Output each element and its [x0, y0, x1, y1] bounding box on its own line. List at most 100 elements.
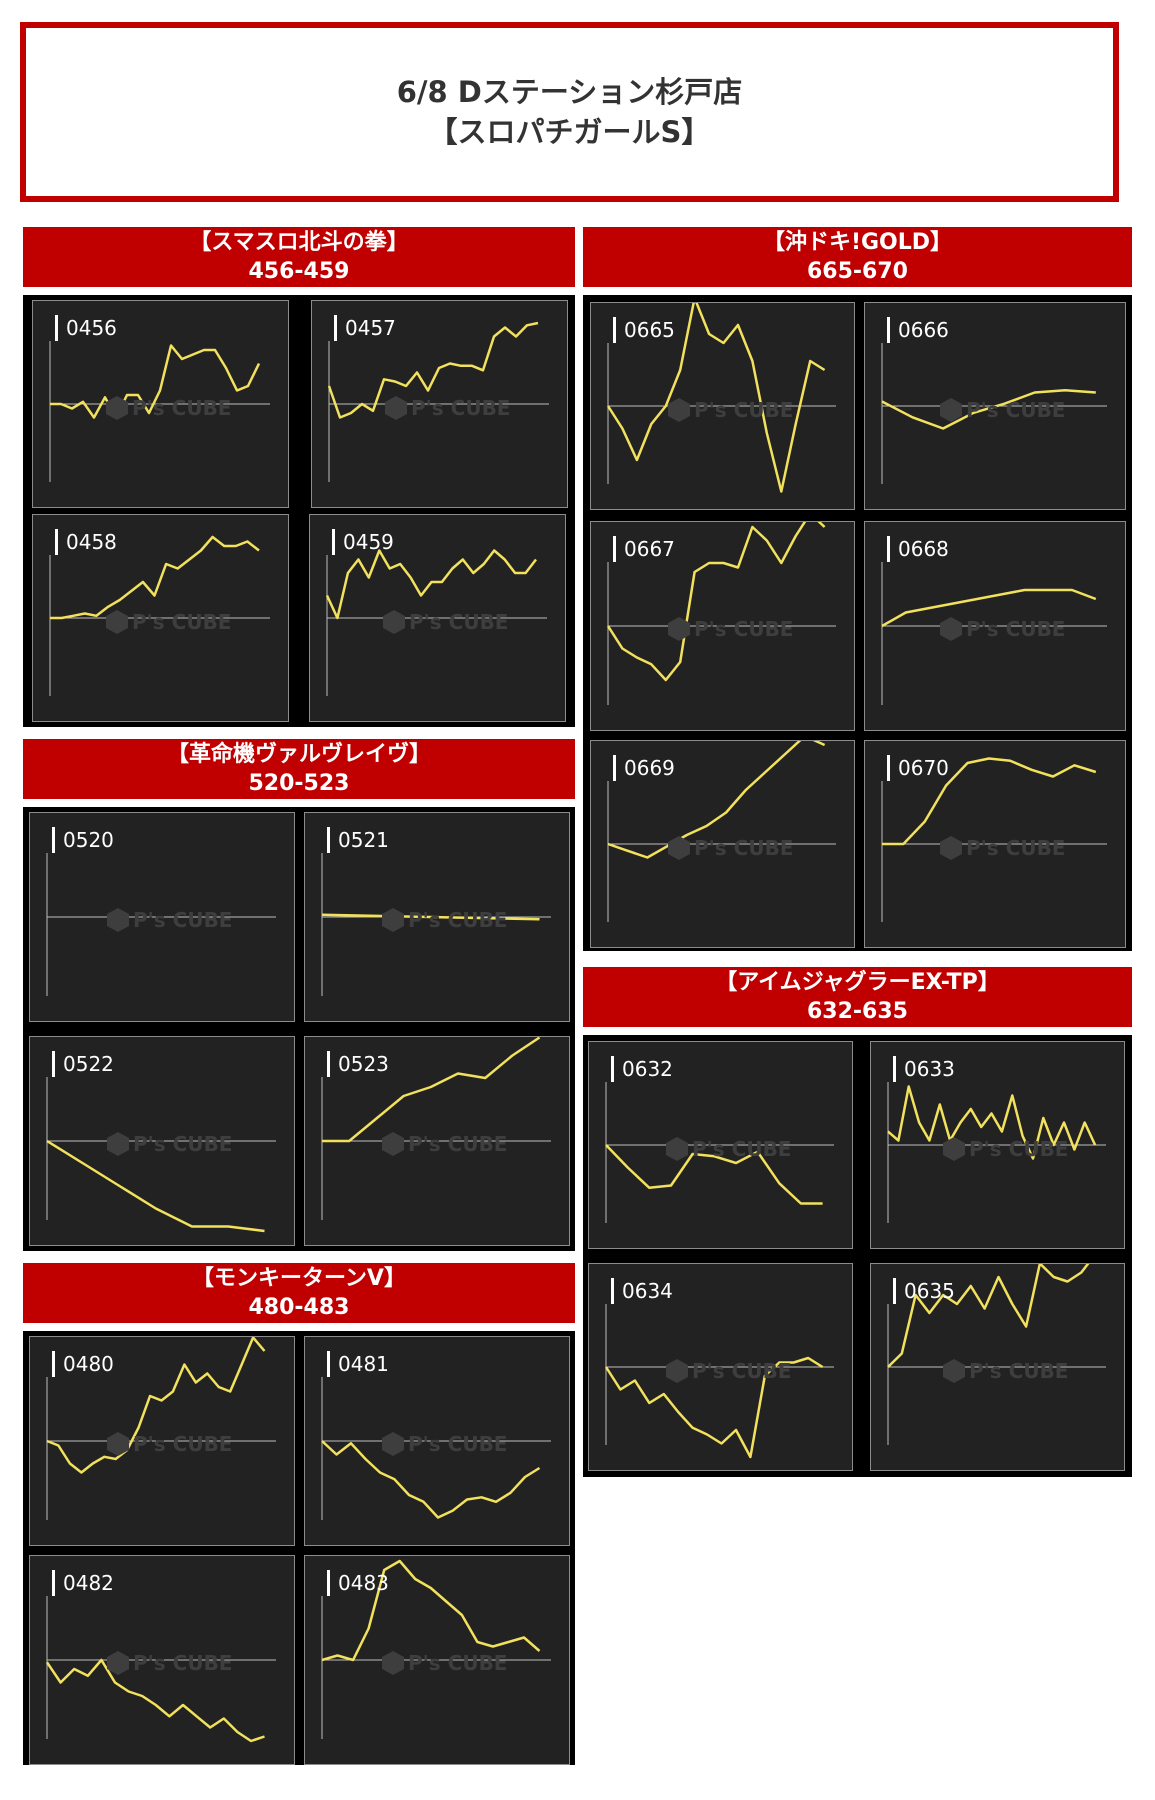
- group-banner: 【沖ドキ!GOLD】 665-670: [583, 227, 1132, 287]
- slump-graph: [606, 303, 836, 493]
- group-title: 【スマスロ北斗の拳】: [189, 230, 409, 255]
- slump-line: [327, 321, 539, 419]
- slot-chart-panel: 0665 P's CUBE: [590, 302, 855, 510]
- slump-line: [607, 741, 826, 859]
- machine-group: 【スマスロ北斗の拳】 456-459 0456 P's CUBE 0457 P'…: [23, 227, 575, 727]
- machine-number: 0481: [327, 1351, 389, 1377]
- slot-chart-panel: 0523 P's CUBE: [304, 1036, 570, 1246]
- slot-chart-panel: 0456 P's CUBE: [32, 300, 289, 508]
- slump-line: [887, 1085, 1097, 1160]
- group-range: 632-635: [807, 999, 908, 1024]
- slump-graph: [606, 522, 836, 705]
- group-banner: 【スマスロ北斗の拳】 456-459: [23, 227, 575, 287]
- slump-graph: [604, 1304, 834, 1459]
- slot-chart-panel: 0668 P's CUBE: [864, 521, 1126, 731]
- slump-line: [321, 1440, 541, 1519]
- slot-chart-panel: 0480 P's CUBE: [29, 1336, 295, 1546]
- slot-chart-panel: 0632 P's CUBE: [588, 1041, 853, 1249]
- slump-graph: [881, 562, 1107, 705]
- slump-line: [45, 1658, 265, 1743]
- slot-chart-panel: 0666 P's CUBE: [864, 302, 1126, 510]
- slump-line: [605, 1144, 823, 1205]
- slot-chart-panel: 0522 P's CUBE: [29, 1036, 295, 1246]
- machine-number: 0634: [611, 1278, 673, 1304]
- slump-graph: [49, 535, 270, 696]
- group-banner: 【革命機ヴァルヴレイヴ】 520-523: [23, 739, 575, 799]
- slump-graph: [881, 343, 1107, 484]
- slump-line: [325, 549, 537, 620]
- slump-graph: [321, 1037, 551, 1220]
- machine-number: 0520: [52, 827, 114, 853]
- slump-line: [321, 913, 540, 921]
- slot-chart-panel: 0521 P's CUBE: [304, 812, 570, 1022]
- machine-number: 0668: [887, 536, 949, 562]
- slot-chart-panel: 0670 P's CUBE: [864, 740, 1126, 948]
- machine-number: 0480: [52, 1351, 114, 1377]
- slot-chart-panel: 0459 P's CUBE: [309, 514, 566, 722]
- machine-number: 0665: [613, 317, 675, 343]
- group-banner: 【アイムジャグラーEX-TP】 632-635: [583, 967, 1132, 1027]
- slump-graph: [325, 549, 547, 696]
- group-range: 480-483: [248, 1295, 350, 1320]
- slot-chart-panel: 0482 P's CUBE: [29, 1555, 295, 1765]
- machine-number: 0522: [52, 1051, 114, 1077]
- slump-line: [882, 757, 1097, 846]
- slump-graph: [321, 1377, 551, 1520]
- panel-area: 0456 P's CUBE 0457 P's CUBE 0458 P's CUB…: [23, 295, 575, 727]
- slump-line: [881, 389, 1096, 430]
- slot-chart-panel: 0633 P's CUBE: [870, 1041, 1125, 1249]
- machine-number: 0669: [613, 755, 675, 781]
- slump-graph: [887, 1264, 1106, 1445]
- group-range: 520-523: [248, 771, 350, 796]
- page-title: 6/8 Dステーション杉戸店: [396, 75, 743, 109]
- slump-graph: [46, 853, 276, 996]
- machine-group: 【革命機ヴァルヴレイヴ】 520-523 0520 P's CUBE 0521 …: [23, 739, 575, 1251]
- slot-chart-panel: 0635 P's CUBE: [870, 1263, 1125, 1471]
- slump-line: [604, 1356, 824, 1459]
- slot-chart-panel: 0483 P's CUBE: [304, 1555, 570, 1765]
- machine-number: 0459: [332, 529, 394, 555]
- panel-area: 0665 P's CUBE 0666 P's CUBE 0667 P's CUB…: [583, 295, 1132, 951]
- slot-chart-panel: 0481 P's CUBE: [304, 1336, 570, 1546]
- slot-chart-panel: 0634 P's CUBE: [588, 1263, 853, 1471]
- slump-line: [606, 303, 826, 493]
- slot-chart-panel: 0520 P's CUBE: [29, 812, 295, 1022]
- machine-number: 0523: [327, 1051, 389, 1077]
- group-range: 665-670: [807, 259, 908, 284]
- slump-graph: [881, 757, 1107, 922]
- machine-group: 【モンキーターンV】 480-483 0480 P's CUBE 0481 P'…: [23, 1263, 575, 1765]
- machine-number: 0482: [52, 1570, 114, 1596]
- group-title: 【沖ドキ!GOLD】: [762, 230, 953, 255]
- slump-line: [50, 535, 260, 620]
- panel-area: 0480 P's CUBE 0481 P's CUBE 0482 P's CUB…: [23, 1331, 575, 1765]
- slot-chart-panel: 0457 P's CUBE: [311, 300, 568, 508]
- machine-number: 0633: [893, 1056, 955, 1082]
- slump-graph: [321, 853, 551, 996]
- slump-line: [50, 344, 261, 419]
- machine-number: 0667: [613, 536, 675, 562]
- machine-number: 0521: [327, 827, 389, 853]
- group-banner: 【モンキーターンV】 480-483: [23, 1263, 575, 1323]
- panel-area: 0520 P's CUBE 0521 P's CUBE 0522 P's CUB…: [23, 807, 575, 1251]
- machine-number: 0670: [887, 755, 949, 781]
- slump-line: [46, 1337, 266, 1474]
- panel-area: 0632 P's CUBE 0633 P's CUBE 0634 P's CUB…: [583, 1035, 1132, 1477]
- machine-number: 0632: [611, 1056, 673, 1082]
- machine-number: 0666: [887, 317, 949, 343]
- slump-graph: [45, 1596, 276, 1743]
- slump-line: [606, 522, 826, 682]
- group-title: 【アイムジャグラーEX-TP】: [715, 970, 1000, 995]
- slump-graph: [607, 741, 836, 922]
- slump-graph: [46, 1077, 276, 1233]
- machine-group: 【アイムジャグラーEX-TP】 632-635 0632 P's CUBE 06…: [583, 967, 1132, 1477]
- machine-number: 0456: [55, 315, 117, 341]
- slump-line: [887, 1264, 1090, 1368]
- slump-graph: [887, 1082, 1106, 1223]
- page-subtitle: 【スロパチガールS】: [428, 115, 711, 149]
- slump-graph: [46, 1337, 276, 1520]
- slump-graph: [49, 341, 270, 482]
- slump-line: [881, 588, 1097, 628]
- machine-number: 0483: [327, 1570, 389, 1596]
- machine-group: 【沖ドキ!GOLD】 665-670 0665 P's CUBE 0666 P'…: [583, 227, 1132, 955]
- slump-graph: [605, 1082, 834, 1223]
